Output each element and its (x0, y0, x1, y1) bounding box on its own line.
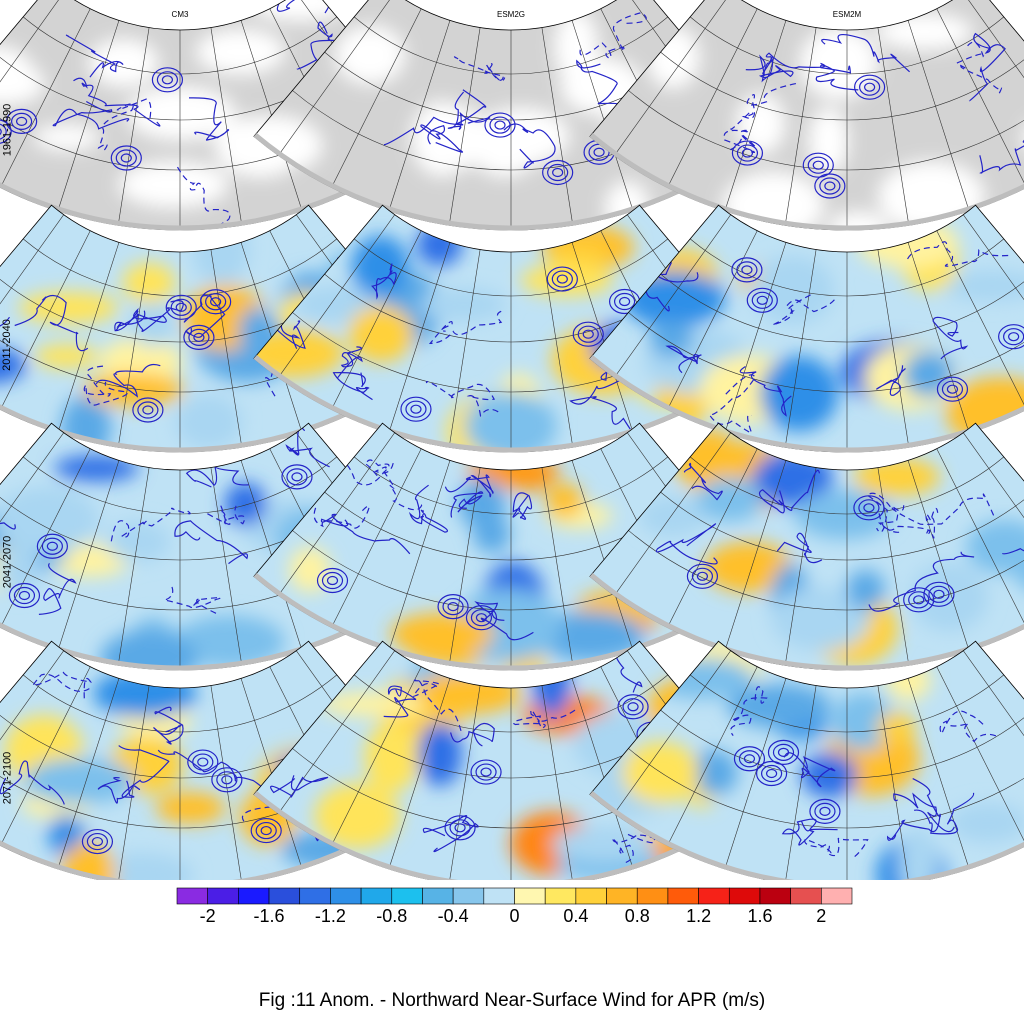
colorbar-swatch-20 (790, 887, 822, 905)
colorbar-swatch-0 (176, 887, 208, 905)
colorbar-swatch-18 (728, 887, 761, 905)
row-label-1: 2011-2040 (1, 319, 14, 371)
colorbar-label-5: 0 (509, 906, 520, 926)
column-title-2: ESM2M (832, 10, 862, 19)
colorbar-swatch-5 (330, 887, 362, 905)
colorbar-label-0: -2 (199, 906, 216, 926)
colorbar-label-7: 0.8 (624, 906, 650, 926)
figure-caption: Fig :11 Anom. - Northward Near-Surface W… (258, 990, 766, 1011)
colorbar-swatch-3 (268, 887, 301, 905)
colorbar-swatch-8 (422, 887, 454, 905)
colorbar-swatch-1 (207, 887, 239, 905)
colorbar-swatch-12 (544, 887, 577, 905)
colorbar (176, 887, 853, 905)
colorbar-swatch-21 (821, 887, 853, 905)
row-label-3: 2071-2100 (1, 751, 14, 805)
colorbar-swatch-13 (575, 887, 607, 905)
colorbar-label-9: 1.6 (747, 906, 773, 926)
row-label-2: 2041-2070 (1, 535, 14, 589)
map-panel-0-2 (589, 0, 1024, 231)
colorbar-swatch-16 (667, 887, 699, 905)
colorbar-swatch-7 (391, 887, 423, 905)
colorbar-swatch-11 (514, 887, 546, 905)
colorbar-label-4: -0.4 (437, 906, 469, 926)
colorbar-swatch-2 (238, 887, 270, 905)
colorbar-label-6: 0.4 (563, 906, 589, 926)
colorbar-label-2: -1.2 (314, 906, 346, 926)
map-panel-1-2 (589, 204, 1024, 453)
colorbar-swatch-19 (759, 887, 791, 905)
colorbar-label-8: 1.2 (686, 906, 712, 926)
colorbar-label-10: 2 (816, 906, 827, 926)
colorbar-label-3: -0.8 (376, 906, 408, 926)
row-label-0: 1961-1990 (1, 103, 14, 157)
column-title-0: CM3 (171, 10, 189, 19)
map-grid (0, 0, 1024, 880)
colorbar-swatch-17 (698, 887, 730, 905)
colorbar-swatch-6 (360, 887, 393, 905)
colorbar-swatch-15 (636, 887, 669, 905)
map-panel-0-0 (0, 0, 438, 231)
colorbar-swatch-9 (452, 887, 485, 905)
colorbar-swatch-4 (299, 887, 331, 905)
colorbar-label-1: -1.6 (253, 906, 285, 926)
column-title-1: ESM2G (496, 10, 525, 19)
colorbar-swatch-10 (483, 887, 515, 905)
map-panel-3-2 (589, 640, 1024, 880)
colorbar-swatch-14 (606, 887, 638, 905)
